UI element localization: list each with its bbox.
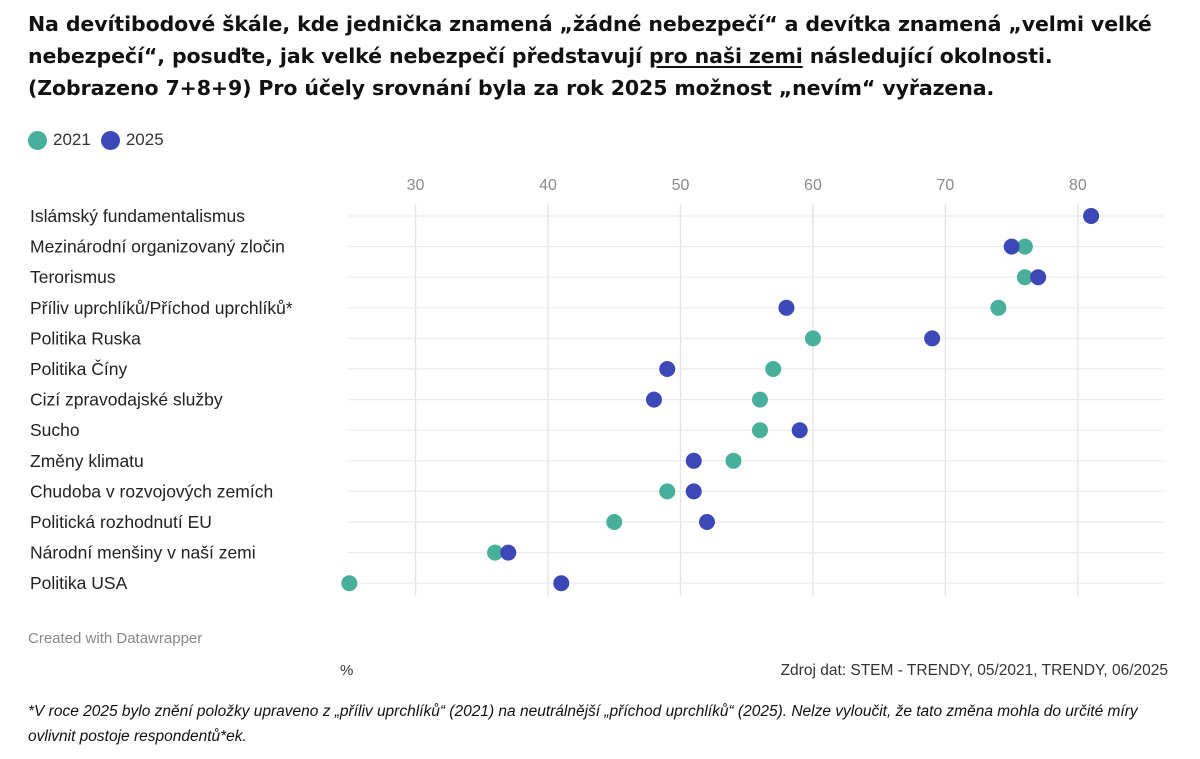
dot-2021 [606,514,623,530]
dot-2021 [751,391,768,408]
category-label: Politika Ruska [30,328,141,348]
title-emphasis: pro naši zemi [649,44,803,68]
category-label: Politika Číny [30,358,128,379]
x-tick-label-50: 50 [672,177,690,194]
dot-2021 [751,422,768,439]
dot-2025 [924,330,941,347]
legend-item-2021: 2021 [28,130,91,150]
footnote: *V roce 2025 bylo znění položky upraveno… [28,703,1138,745]
dot-2021 [1016,238,1033,255]
dot-2025 [685,452,702,469]
legend-label-2025: 2025 [125,130,164,149]
category-label: Změny klimatu [30,451,144,471]
category-label: Terorismus [30,267,116,287]
legend-dot-2025 [100,130,120,150]
x-tick-label-70: 70 [937,177,955,194]
x-tick-label-80: 80 [1069,177,1087,194]
dot-2021 [1016,269,1033,286]
dot-2025 [500,544,517,561]
category-label: Islámský fundamentalismus [30,206,245,226]
chart-title: Na devítibodové škále, kde jednička znam… [28,8,1188,104]
dot-2021 [487,544,504,561]
unit-label: % [340,662,354,679]
legend-item-2025: 2025 [100,130,164,150]
category-label: Chudoba v rozvojových zemích [30,481,273,501]
dot-2025 [1003,238,1020,255]
dot-2025 [1083,208,1100,224]
category-label: Národní menšiny v naší zemi [30,543,256,563]
title-text-end: následující okolnosti. (Zobrazeno 7+8+9)… [28,44,1053,100]
dot-2021 [804,330,821,347]
dot-2021 [725,452,742,469]
x-tick-label-40: 40 [539,177,557,194]
dot-2025 [698,514,715,530]
dot-2021 [765,361,782,377]
dot-2025 [685,483,702,500]
legend-label-2021: 2021 [53,130,91,149]
chart-legend: 2021 2025 [28,127,174,153]
dot-2021 [990,299,1007,316]
category-label: Příliv uprchlíků/Příchod uprchlíků* [30,298,293,318]
credit-label: Created with Datawrapper [28,630,203,647]
legend-dot-2021 [28,130,47,150]
dot-2021 [341,575,358,592]
dot-2025 [659,361,676,377]
dot-2025 [645,391,662,408]
x-tick-label-30: 30 [407,177,425,194]
dot-2025 [791,422,808,439]
dot-2025 [553,575,570,592]
category-label: Mezinárodní organizovaný zločin [30,237,285,257]
category-label: Sucho [30,420,80,440]
category-label: Politika USA [30,573,128,593]
title-text: Na devítibodové škále, kde jednička znam… [28,12,1152,68]
dot-2025 [1030,269,1047,286]
category-label: Cizí zpravodajské služby [30,390,223,410]
category-label: Politická rozhodnutí EU [30,512,212,532]
source-label: Zdroj dat: STEM - TRENDY, 05/2021, TREND… [780,662,1168,679]
dot-plot: 30 40 50 60 70 80 Islámský fundamentalismus Mez… [30,177,1163,596]
dot-2025 [778,299,795,316]
dot-2021 [659,483,676,500]
x-tick-label-60: 60 [804,177,822,194]
